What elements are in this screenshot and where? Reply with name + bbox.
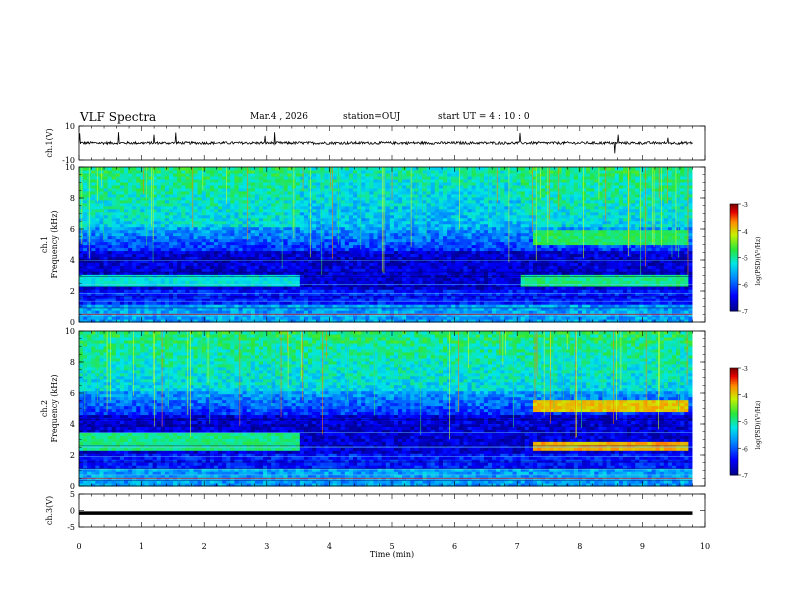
- x-tick-label: 2: [202, 542, 207, 551]
- colorbar-tick-label: -5: [742, 256, 748, 263]
- x-tick-label: 5: [389, 542, 394, 551]
- sferic-streaks-2: [79, 331, 688, 440]
- x-tick-label: 3: [264, 542, 269, 551]
- colorbar-label: log(PSD)(V²/Hz): [755, 237, 762, 286]
- carrier-lines-2: [79, 419, 693, 481]
- y-tick-label: -5: [67, 523, 75, 532]
- date-label: Mar.4 , 2026: [250, 112, 308, 122]
- y-tick-label: 2: [70, 451, 75, 460]
- colorbar-2: [730, 368, 738, 476]
- y-tick-label: 2: [70, 287, 75, 296]
- colorbar-label: log(PSD)(V²/Hz): [755, 401, 762, 450]
- colorbar-tick-label: -6: [742, 282, 748, 289]
- ch1-channel-label: ch.1: [40, 236, 49, 253]
- y-tick-label: 6: [70, 225, 75, 234]
- waveform-layer: [78, 132, 693, 515]
- colorbar-tick-label: -4: [742, 229, 748, 236]
- station-label: station=OUJ: [343, 112, 401, 122]
- y-tick-label: 8: [70, 358, 75, 367]
- spectrogram-layer: [79, 167, 738, 487]
- x-tick-label: 8: [577, 542, 582, 551]
- no-data-region-2: [692, 331, 705, 486]
- y-tick-label: 0: [70, 482, 75, 491]
- no-data-region-1: [692, 167, 705, 322]
- axis-text-layer: -3 -4 -5 -6 -7 log(PSD)(V²/Hz) -3 -4 -5 -6 -7 log(P…: [40, 122, 762, 559]
- y-tick-label: 10: [65, 327, 75, 336]
- ch2-channel-label: ch.2: [40, 400, 49, 417]
- carrier-lines-1: [79, 259, 693, 316]
- x-tick-label: 9: [640, 542, 645, 551]
- chart-title: VLF Spectra: [80, 110, 157, 124]
- y-tick-label: -10: [62, 156, 75, 165]
- y-tick-label: 5: [70, 490, 75, 499]
- ch3-axis-label: ch.3(V): [45, 496, 54, 525]
- y-tick-label: 6: [70, 389, 75, 398]
- colorbar-tick-label: -4: [742, 393, 748, 400]
- ch1-axis-label: ch.1(V): [45, 128, 54, 157]
- colorbar-tick-label: -7: [742, 309, 748, 316]
- x-tick-label: 10: [700, 542, 710, 551]
- x-tick-label: 1: [139, 542, 144, 551]
- colorbar-tick-label: -5: [742, 420, 748, 427]
- x-tick-label: 4: [327, 542, 332, 551]
- y-tick-label: 0: [70, 318, 75, 327]
- frequency-axis-label: Frequency (kHz): [50, 374, 59, 442]
- y-tick-label: 8: [70, 194, 75, 203]
- y-tick-label: 10: [65, 163, 75, 172]
- start-time-label: start UT = 4 : 10 : 0: [438, 112, 530, 122]
- sferic-streaks-1: [79, 167, 689, 276]
- spectrogram-cells-2: [79, 331, 694, 487]
- axes-layer: [78, 125, 741, 528]
- colorbar-tick-label: -7: [742, 473, 748, 480]
- x-axis-title: Time (min): [370, 550, 414, 559]
- colorbar-1: [730, 204, 738, 312]
- y-tick-label: 0: [70, 507, 75, 516]
- y-tick-label: 10: [65, 122, 75, 131]
- colorbar-tick-label: -6: [742, 446, 748, 453]
- x-tick-label: 0: [76, 542, 81, 551]
- y-tick-label: 4: [70, 256, 75, 265]
- colorbar-tick-label: -3: [742, 202, 748, 209]
- frequency-axis-label: Frequency (kHz): [50, 210, 59, 278]
- colorbar-tick-label: -3: [742, 366, 748, 373]
- y-tick-label: 4: [70, 420, 75, 429]
- x-tick-label: 6: [452, 542, 457, 551]
- ch1-waveform-line: [78, 132, 693, 154]
- x-tick-label: 7: [515, 542, 520, 551]
- spectrogram-cells-1: [79, 167, 694, 323]
